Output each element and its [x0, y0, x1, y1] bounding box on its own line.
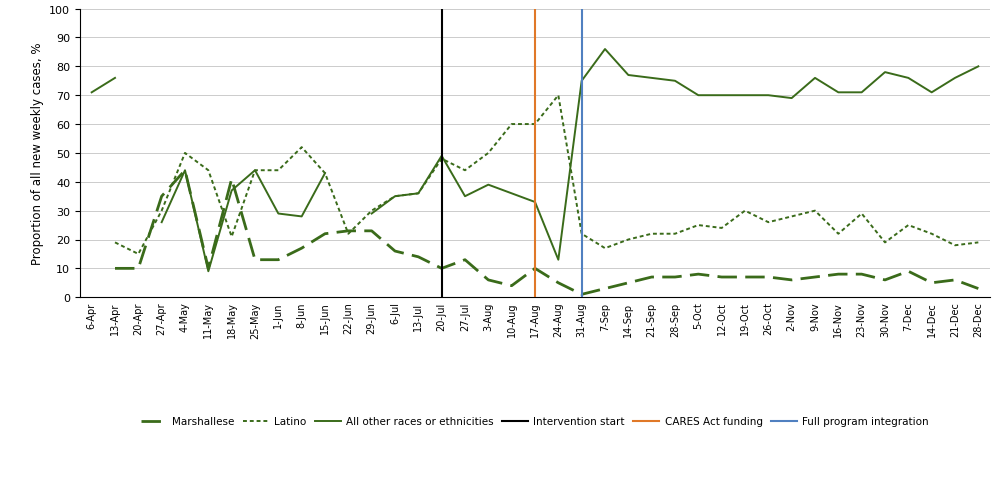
Y-axis label: Proportion of all new weekly cases, %: Proportion of all new weekly cases, % — [31, 43, 44, 264]
Legend: Marshallese, Latino, All other races or ethnicities, Intervention start, CARES A: Marshallese, Latino, All other races or … — [137, 412, 933, 431]
